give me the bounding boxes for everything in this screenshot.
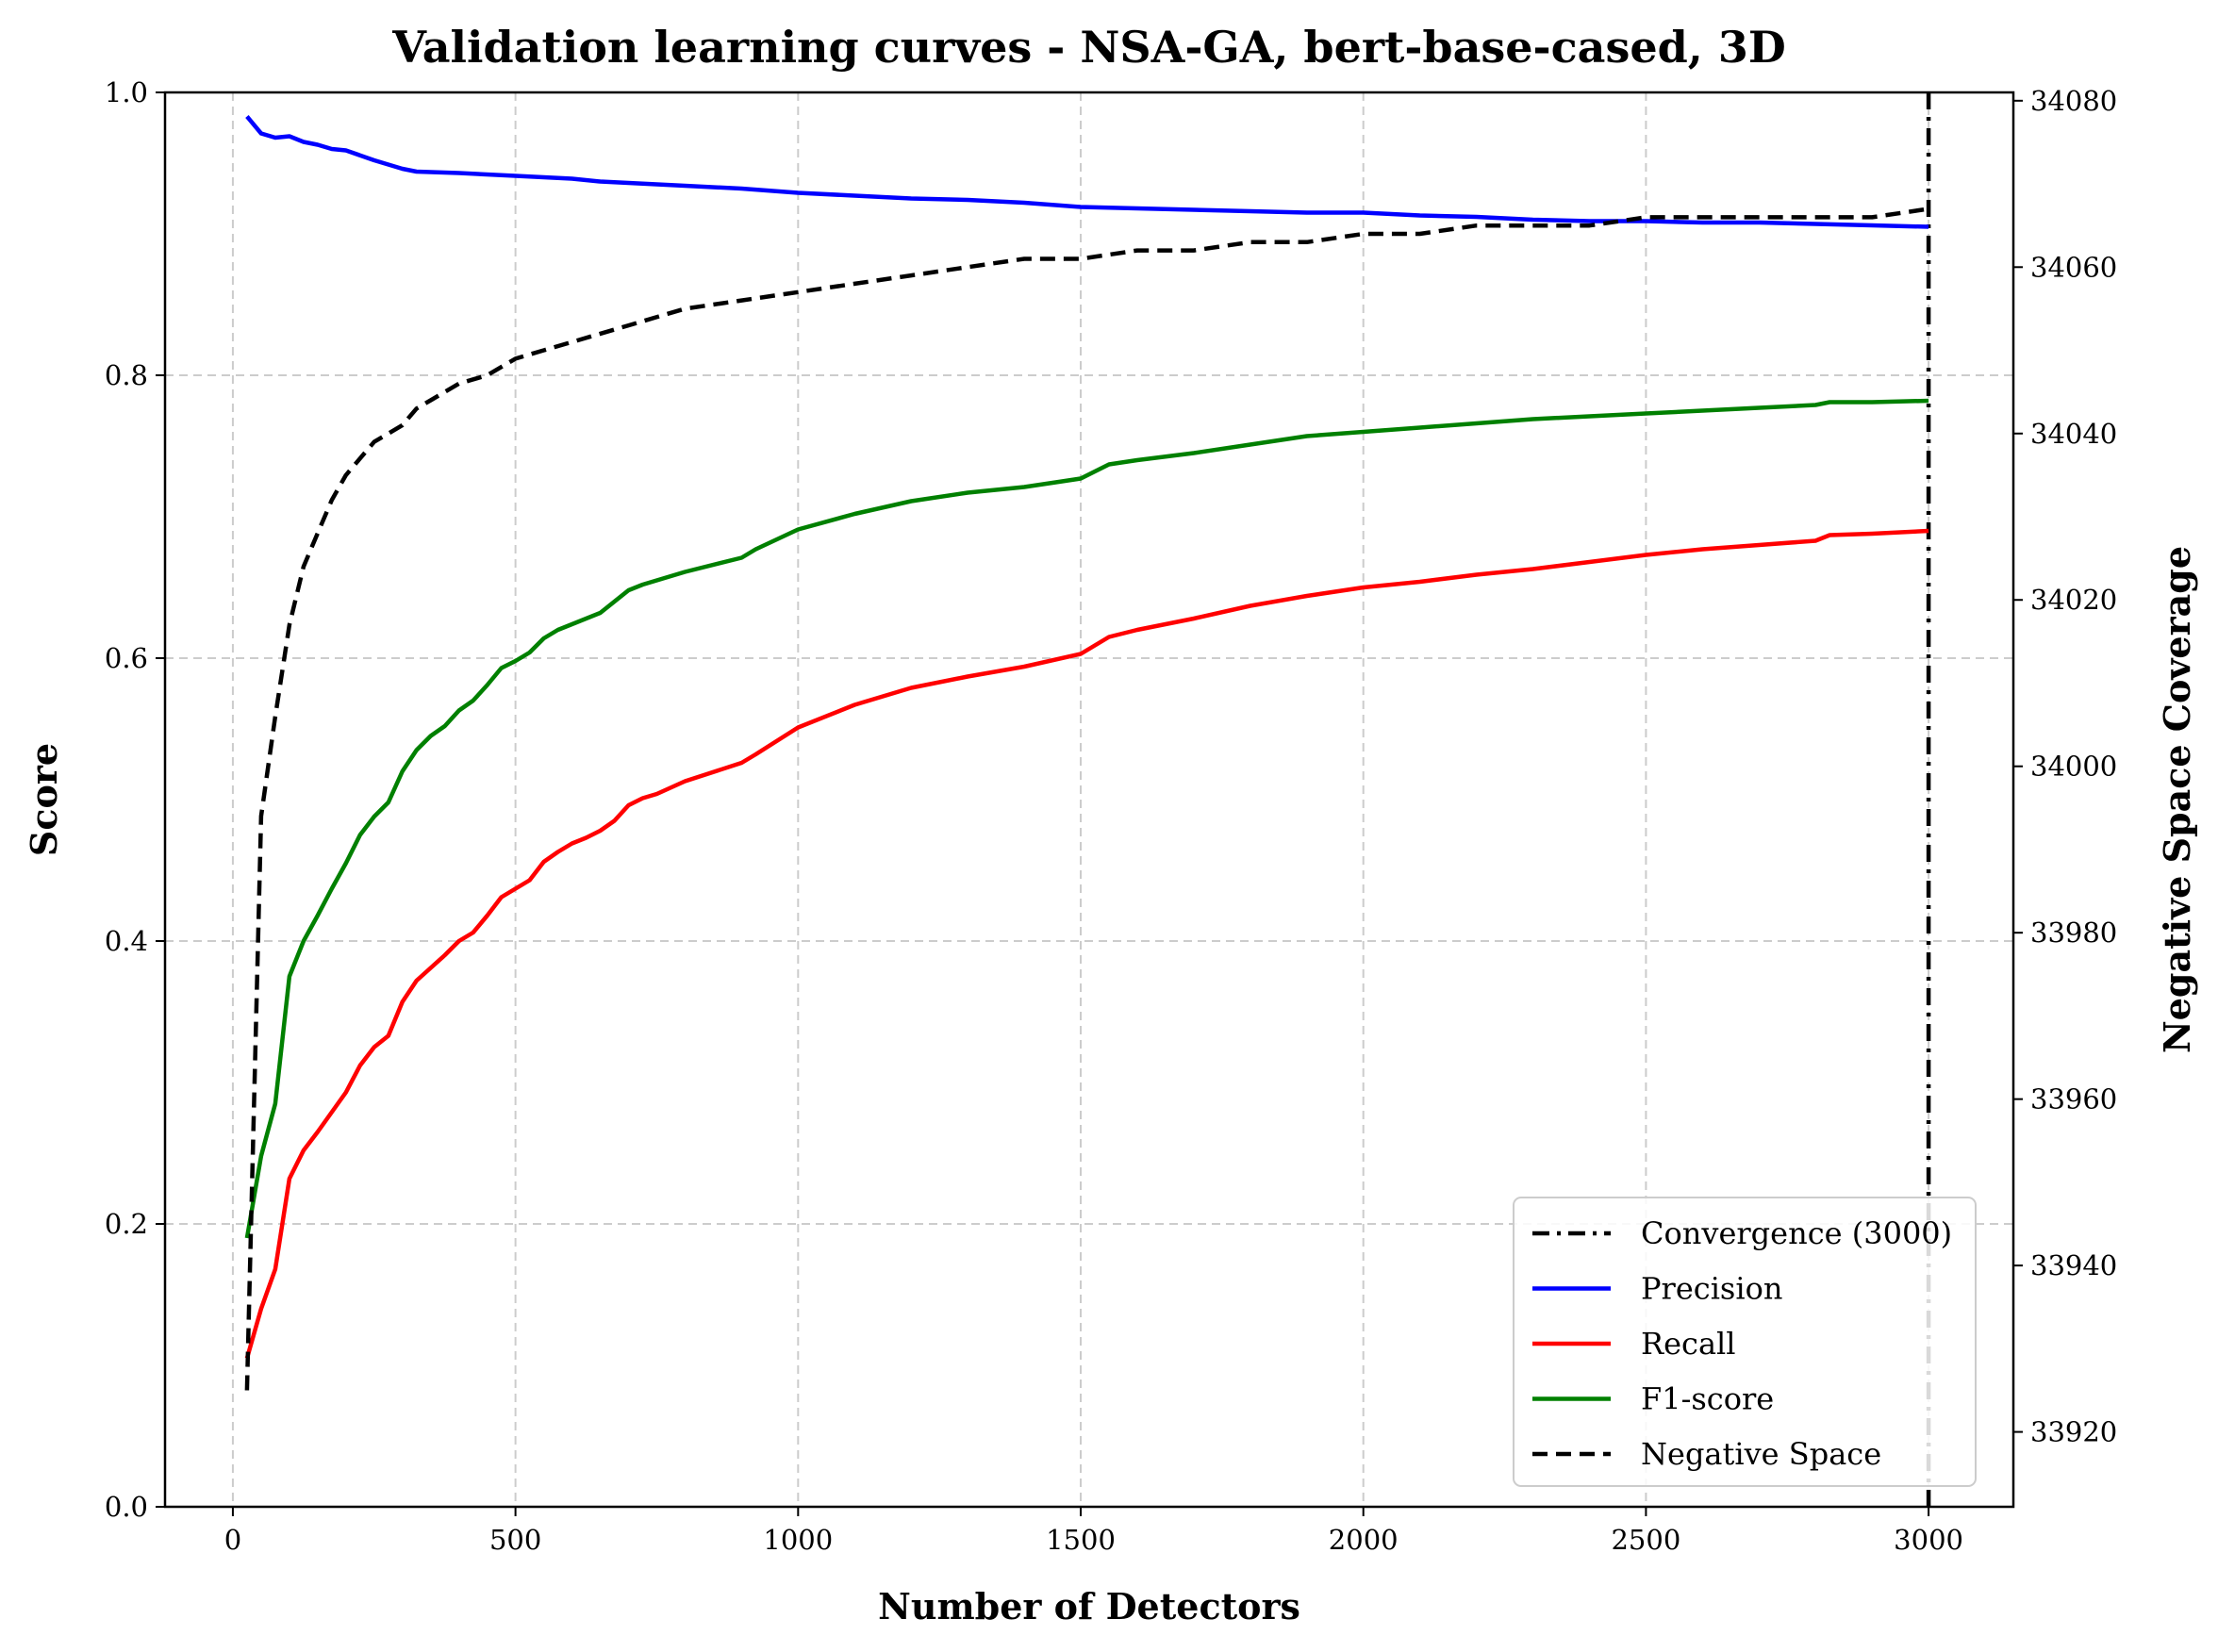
x-tick-label: 2500 bbox=[1611, 1524, 1680, 1556]
legend: Convergence (3000) Precision Recall F1-scor… bbox=[1513, 1197, 1977, 1487]
y-tick-label: 0.6 bbox=[105, 642, 148, 674]
legend-box bbox=[1513, 1197, 1977, 1487]
plot-series bbox=[244, 92, 1931, 1507]
x-tick-label: 500 bbox=[489, 1524, 541, 1556]
chart-title: Validation learning curves - NSA-GA, ber… bbox=[391, 22, 1785, 73]
y-axis-ticks: 0.0 0.2 0.4 0.6 0.8 1.0 bbox=[105, 76, 165, 1523]
x-axis-ticks: 0 500 1000 1500 2000 2500 3000 bbox=[224, 1507, 1963, 1556]
legend-label: Convergence (3000) bbox=[1641, 1215, 1952, 1251]
y2-tick-label: 34060 bbox=[2030, 251, 2117, 283]
y2-tick-label: 33960 bbox=[2030, 1083, 2117, 1115]
legend-label: Precision bbox=[1641, 1271, 1782, 1307]
x-tick-label: 0 bbox=[224, 1524, 241, 1556]
y2-tick-label: 33920 bbox=[2030, 1416, 2117, 1448]
y2-tick-label: 33980 bbox=[2030, 917, 2117, 949]
x-tick-label: 2000 bbox=[1329, 1524, 1399, 1556]
y-tick-label: 0.8 bbox=[105, 359, 148, 391]
y-tick-label: 0.2 bbox=[105, 1208, 148, 1240]
y2-axis-label: Negative Space Coverage bbox=[2156, 546, 2198, 1053]
legend-label: F1-score bbox=[1641, 1381, 1774, 1417]
x-tick-label: 1500 bbox=[1046, 1524, 1116, 1556]
y2-tick-label: 33940 bbox=[2030, 1249, 2117, 1281]
legend-label: Negative Space bbox=[1641, 1436, 1881, 1472]
y2-tick-label: 34020 bbox=[2030, 584, 2117, 616]
plot-frame bbox=[163, 91, 2015, 1509]
y2-tick-label: 34000 bbox=[2030, 751, 2117, 783]
series-line-recall bbox=[244, 528, 1929, 1360]
x-tick-label: 3000 bbox=[1894, 1524, 1963, 1556]
series-line-f1-score bbox=[244, 398, 1929, 1239]
y-tick-label: 0.0 bbox=[105, 1491, 148, 1523]
y-tick-label: 1.0 bbox=[105, 76, 148, 108]
y2-tick-label: 34080 bbox=[2030, 85, 2117, 117]
legend-label: Recall bbox=[1641, 1326, 1736, 1362]
x-axis-label: Number of Detectors bbox=[878, 1585, 1300, 1627]
y2-tick-label: 34040 bbox=[2030, 418, 2117, 450]
series-line-precision bbox=[245, 115, 1929, 229]
series-line-negative-space bbox=[244, 206, 1929, 1391]
y-tick-label: 0.4 bbox=[105, 925, 148, 957]
y2-axis-ticks: 33920 33940 33960 33980 34000 34020 34040 34060… bbox=[2013, 85, 2117, 1448]
x-tick-label: 1000 bbox=[763, 1524, 833, 1556]
y-axis-label: Score bbox=[23, 743, 65, 856]
